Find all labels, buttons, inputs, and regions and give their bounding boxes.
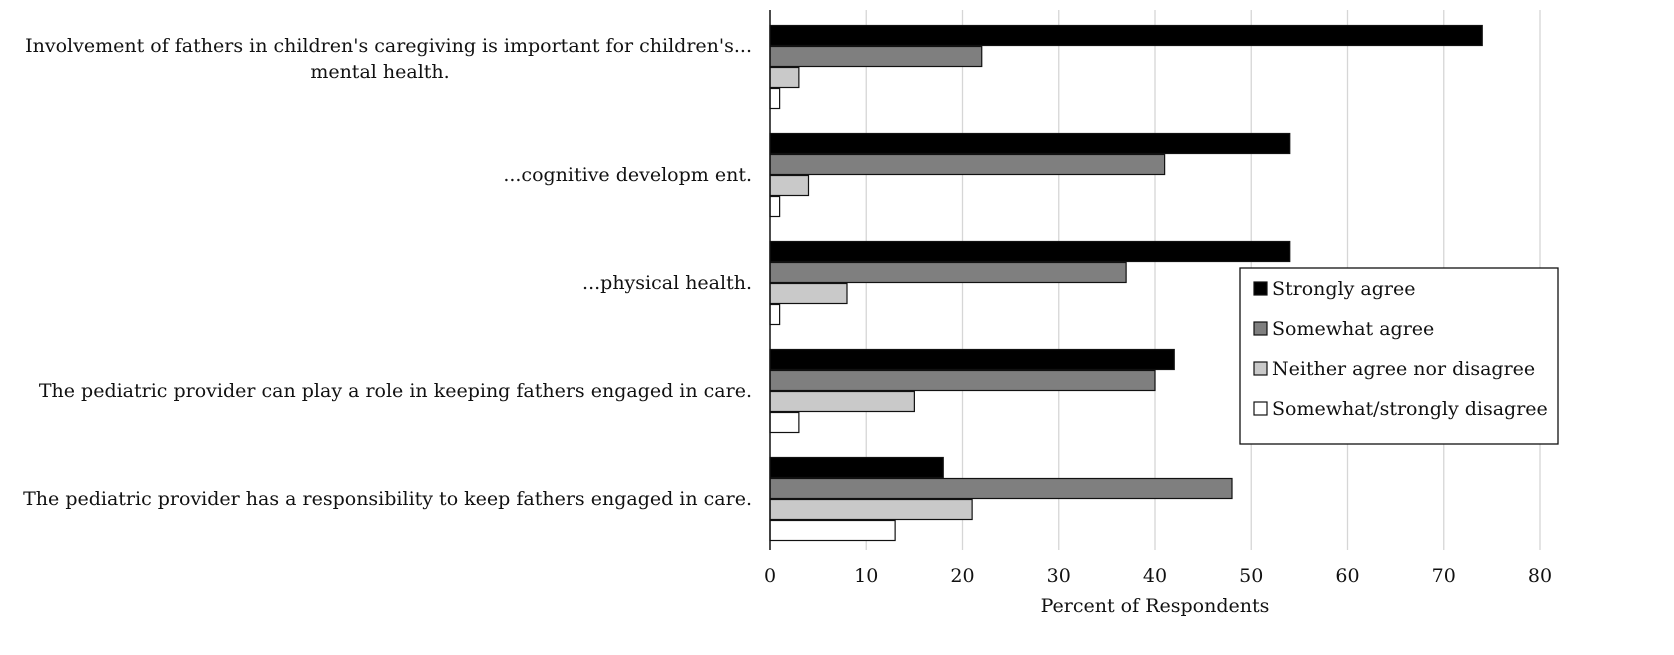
x-tick-label: 20 bbox=[950, 565, 974, 587]
x-tick-label: 60 bbox=[1335, 565, 1359, 587]
x-tick-label: 40 bbox=[1143, 565, 1167, 587]
x-tick-label: 10 bbox=[854, 565, 878, 587]
category-label: The pediatric provider can play a role i… bbox=[39, 380, 752, 402]
bar-somewhat-agree-0 bbox=[769, 45, 983, 68]
legend: Strongly agree Somewhat agree Neither agre… bbox=[1239, 267, 1559, 445]
category-label: The pediatric provider has a responsibil… bbox=[23, 488, 752, 510]
bar-somewhat-agree-2 bbox=[769, 261, 1127, 284]
legend-swatch bbox=[1253, 281, 1268, 296]
legend-label: Somewhat agree bbox=[1272, 318, 1434, 340]
x-tick-label: 50 bbox=[1239, 565, 1263, 587]
x-axis-title: Percent of Respondents bbox=[1041, 595, 1270, 617]
bar-strongly-agree-0 bbox=[769, 24, 1483, 47]
bar-neither-agree-nor-disagree-4 bbox=[769, 498, 973, 521]
category-label: ...cognitive developm ent. bbox=[503, 164, 752, 186]
x-tick-label: 70 bbox=[1432, 565, 1456, 587]
bar-neither-agree-nor-disagree-0 bbox=[769, 66, 800, 89]
category-labels: Involvement of fathers in children's car… bbox=[23, 35, 752, 510]
bar-somewhat-agree-4 bbox=[769, 477, 1233, 500]
legend-swatch bbox=[1253, 321, 1268, 336]
category-label: mental health. bbox=[310, 61, 449, 83]
legend-box bbox=[1239, 267, 1559, 445]
x-tick-label: 80 bbox=[1528, 565, 1552, 587]
bar-strongly-agree-3 bbox=[769, 348, 1175, 371]
legend-swatch bbox=[1253, 401, 1268, 416]
bar-somewhat-strongly-disagree-0 bbox=[769, 87, 781, 110]
bar-somewhat-strongly-disagree-3 bbox=[769, 411, 800, 434]
bar-somewhat-strongly-disagree-1 bbox=[769, 195, 781, 218]
legend-label: Neither agree nor disagree bbox=[1272, 358, 1535, 380]
category-label: ...physical health. bbox=[582, 272, 752, 294]
legend-swatch bbox=[1253, 361, 1268, 376]
bars bbox=[769, 24, 1483, 542]
bar-neither-agree-nor-disagree-2 bbox=[769, 282, 848, 305]
bar-somewhat-strongly-disagree-4 bbox=[769, 519, 896, 542]
category-label: Involvement of fathers in children's car… bbox=[25, 35, 752, 57]
bar-strongly-agree-1 bbox=[769, 132, 1291, 155]
bar-somewhat-strongly-disagree-2 bbox=[769, 303, 781, 326]
x-tick-labels: 0 10 20 30 40 50 60 70 80 bbox=[764, 565, 1552, 587]
bar-strongly-agree-2 bbox=[769, 240, 1291, 263]
legend-label: Somewhat/strongly disagree bbox=[1272, 398, 1548, 420]
x-tick-label: 30 bbox=[1047, 565, 1071, 587]
bar-neither-agree-nor-disagree-1 bbox=[769, 174, 810, 197]
bar-somewhat-agree-3 bbox=[769, 369, 1156, 392]
x-tick-label: 0 bbox=[764, 565, 776, 587]
bar-strongly-agree-4 bbox=[769, 456, 944, 479]
bar-somewhat-agree-1 bbox=[769, 153, 1166, 176]
legend-label: Strongly agree bbox=[1272, 278, 1415, 300]
bar-neither-agree-nor-disagree-3 bbox=[769, 390, 915, 413]
